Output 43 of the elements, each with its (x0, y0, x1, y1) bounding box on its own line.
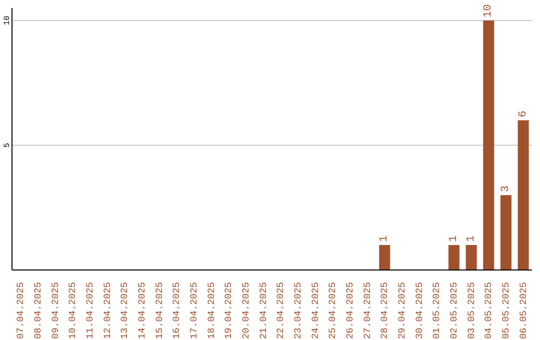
x-tick-label: 08.04.2025 (32, 282, 44, 340)
data-label: 6 (517, 110, 530, 118)
x-tick-label: 07.04.2025 (15, 282, 26, 340)
data-label: 3 (500, 186, 512, 192)
x-tick-label: 29.04.2025 (396, 282, 408, 340)
data-label: 1 (465, 235, 478, 242)
x-tick-label: 15.04.2025 (154, 282, 165, 340)
x-tick-label: 25.04.2025 (327, 282, 338, 340)
bar (379, 245, 390, 270)
x-tick-label: 13.04.2025 (119, 282, 130, 340)
x-tick-label: 03.05.2025 (466, 282, 477, 340)
x-tick-label: 18.04.2025 (206, 282, 217, 340)
data-label: 1 (378, 235, 391, 242)
x-tick-label: 17.04.2025 (188, 282, 200, 340)
x-tick-label: 27.04.2025 (362, 282, 373, 340)
x-tick-label: 21.04.2025 (258, 282, 269, 340)
bar (483, 20, 494, 270)
x-tick-label: 19.04.2025 (223, 282, 234, 340)
x-tick-label: 16.04.2025 (171, 282, 182, 340)
bar (466, 245, 477, 270)
bar (448, 245, 460, 270)
bar (500, 195, 512, 270)
x-tick-label: 30.04.2025 (414, 282, 425, 340)
x-tick-label: 14.04.2025 (136, 282, 148, 340)
data-label: 10 (482, 4, 495, 18)
bar (518, 120, 529, 270)
x-tick-label: 23.04.2025 (292, 282, 304, 340)
y-tick-label: 5 (3, 142, 12, 148)
x-tick-label: 11.04.2025 (84, 282, 96, 340)
x-tick-label: 05.05.2025 (500, 282, 512, 340)
x-tick-label: 04.05.2025 (483, 282, 494, 340)
x-tick-label: 22.04.2025 (275, 282, 286, 340)
x-tick-label: 20.04.2025 (240, 282, 252, 340)
data-label: 1 (448, 235, 460, 242)
x-tick-label: 28.04.2025 (379, 282, 390, 340)
x-tick-label: 06.05.2025 (518, 282, 529, 340)
x-tick-label: 02.05.2025 (448, 282, 460, 340)
x-tick-label: 10.04.2025 (67, 282, 78, 340)
x-tick-label: 12.04.2025 (102, 282, 113, 340)
x-tick-label: 09.04.2025 (50, 282, 61, 340)
x-tick-label: 24.04.2025 (310, 282, 321, 340)
x-tick-label: 26.04.2025 (344, 282, 356, 340)
x-tick-label: 01.05.2025 (431, 282, 442, 340)
